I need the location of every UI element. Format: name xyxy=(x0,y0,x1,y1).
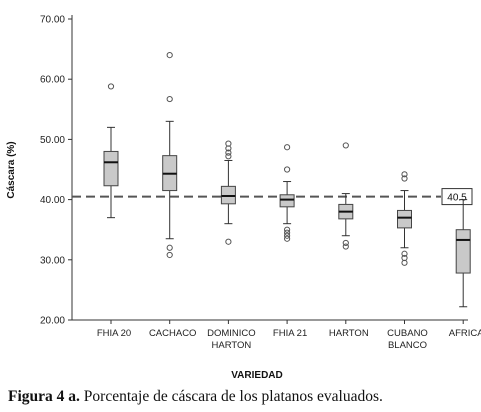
interquartile-box xyxy=(397,209,412,229)
x-category-label: FHIA 21 xyxy=(273,328,307,339)
figure-caption-text: Porcentaje de cáscara de los platanos ev… xyxy=(79,388,383,405)
reference-label-box xyxy=(441,188,473,206)
x-category-label: HARTON xyxy=(212,340,252,351)
x-category-label: AFRICA xyxy=(449,328,481,339)
y-axis: 20.00 30.00 40.00 50.00 60.00 70.00 xyxy=(40,15,73,327)
x-category-label: BLANCO xyxy=(388,340,427,351)
y-tick-label: 40.00 xyxy=(40,195,65,206)
box-plot-chart: 20.00 30.00 40.00 50.00 60.00 70.00 40.5 FHIA… xyxy=(6,15,481,382)
outlier-point xyxy=(166,251,173,259)
outlier-point xyxy=(166,244,173,251)
reference-label: 40.5 xyxy=(447,193,467,204)
outlier-point xyxy=(166,95,173,103)
outlier-point xyxy=(401,259,408,266)
outlier-point xyxy=(284,235,291,242)
interquartile-box xyxy=(279,194,295,208)
outlier-point xyxy=(284,229,291,236)
outlier-point xyxy=(284,166,291,173)
outlier-point xyxy=(342,142,349,149)
figure-caption-prefix: Figura 4 a. xyxy=(8,388,80,405)
y-tick-label: 20.00 xyxy=(40,316,65,327)
figure-caption: Figura 4 a. Porcentaje de cáscara de los… xyxy=(8,388,478,406)
outlier-point xyxy=(166,52,173,59)
box-cachaco xyxy=(162,52,178,259)
x-category-label: CUBANO xyxy=(387,328,428,339)
box-africa xyxy=(455,199,471,308)
x-category-label: HARTON xyxy=(329,328,369,339)
outlier-point xyxy=(225,145,232,152)
x-axis-label: VARIEDAD xyxy=(231,370,282,381)
box-dominico-harton xyxy=(220,140,236,245)
outlier-point xyxy=(342,239,349,247)
outlier-point xyxy=(401,175,408,182)
outlier-point xyxy=(107,83,115,90)
outlier-point xyxy=(225,238,232,245)
y-tick-label: 50.00 xyxy=(40,135,65,146)
box-harton xyxy=(338,142,354,250)
interquartile-box xyxy=(103,150,119,187)
outlier-point xyxy=(225,149,232,156)
reference-line: 40.5 xyxy=(72,188,473,206)
box-fhia-20 xyxy=(103,83,119,219)
x-category-label: CACHACO xyxy=(149,328,197,339)
outlier-point xyxy=(401,171,408,178)
box-cubano-blanco xyxy=(397,171,412,266)
y-axis-label: Cáscara (%) xyxy=(6,141,17,198)
outlier-point xyxy=(225,153,232,160)
y-tick-label: 70.00 xyxy=(40,15,65,26)
box-fhia-21 xyxy=(279,144,295,242)
y-tick-label: 60.00 xyxy=(40,75,65,86)
outlier-point xyxy=(284,232,291,239)
outlier-point xyxy=(284,226,291,233)
interquartile-box xyxy=(455,229,471,274)
box-plot-series xyxy=(103,52,471,308)
outlier-point xyxy=(284,144,291,151)
outlier-point xyxy=(342,243,349,250)
x-category-label: DOMINICO xyxy=(207,328,256,339)
outlier-point xyxy=(401,250,408,257)
x-category-label: FHIA 20 xyxy=(97,328,131,339)
y-tick-label: 30.00 xyxy=(40,255,65,266)
